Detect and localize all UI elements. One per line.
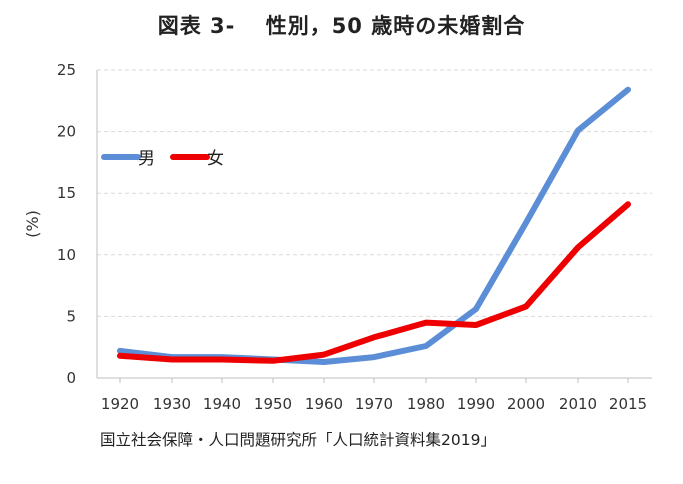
- x-tick-label: 1920: [101, 395, 139, 413]
- x-tick-label: 1960: [305, 395, 343, 413]
- y-tick-label: 0: [66, 369, 76, 387]
- x-tick-label: 1980: [407, 395, 445, 413]
- legend-label: 女: [207, 149, 224, 169]
- y-axis-label: (%): [23, 210, 42, 238]
- x-tick-label: 1930: [153, 395, 191, 413]
- y-tick-label: 25: [57, 61, 76, 79]
- series-line-female: [117, 201, 631, 364]
- y-tick-label: 20: [57, 123, 76, 141]
- x-tick-label: 2015: [609, 395, 647, 413]
- y-tick-label: 5: [66, 307, 76, 325]
- series-line-male: [117, 86, 631, 365]
- y-tick-label: 10: [57, 246, 76, 264]
- grid-lines: [97, 69, 652, 317]
- x-tick-label: 2010: [559, 395, 597, 413]
- legend: 男女: [101, 149, 224, 169]
- y-axis-ticks: 0 5 10 15 20 25: [57, 61, 76, 387]
- x-tick-label: 2000: [507, 395, 545, 413]
- legend-label: 男: [138, 149, 155, 169]
- series-lines: [117, 86, 631, 365]
- x-tick-label: 1950: [254, 395, 292, 413]
- x-tick-label: 1940: [203, 395, 241, 413]
- x-tick-label: 1970: [355, 395, 393, 413]
- x-axis-ticks: 1920 1930 1940 1950 1960 1970 1980 1990 2000 2010…: [101, 395, 647, 413]
- axes: [96, 70, 652, 383]
- chart-title: 図表 3- 性別，50 歳時の未婚割合: [157, 14, 526, 38]
- y-tick-label: 15: [57, 184, 76, 202]
- source-note: 国立社会保障・人口問題研究所「人口統計資料集2019」: [100, 431, 496, 449]
- x-tick-label: 1990: [457, 395, 495, 413]
